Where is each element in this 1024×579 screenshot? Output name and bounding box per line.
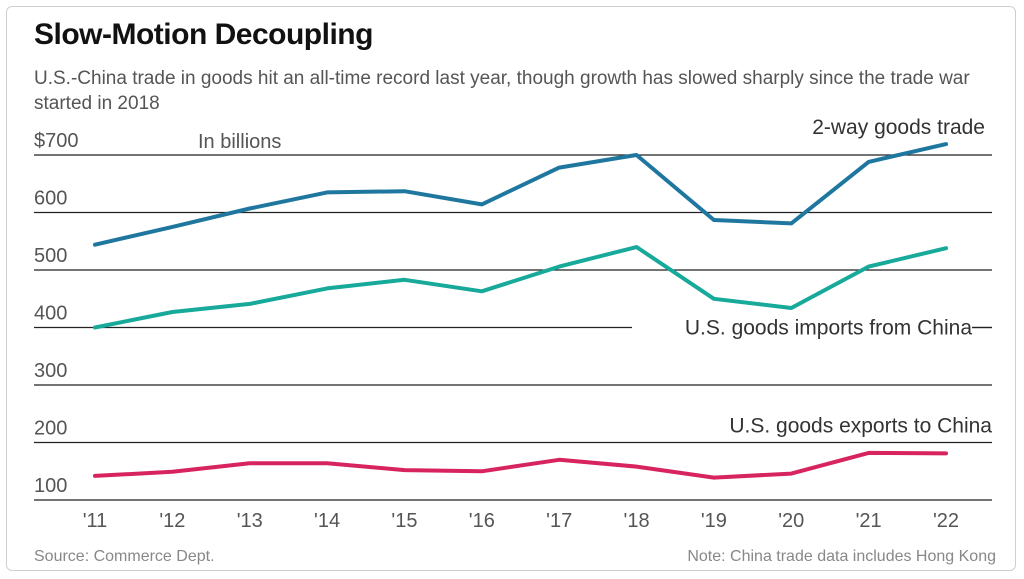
- chart-title: Slow-Motion Decoupling: [34, 18, 373, 51]
- x-tick-label: '22: [933, 510, 959, 532]
- y-axis-ticks: 100 200 300 400 500 600 $700: [34, 130, 79, 497]
- x-tick-label: '14: [314, 510, 340, 532]
- x-tick-label: '20: [778, 510, 804, 532]
- series-label-exports: U.S. goods exports to China: [729, 415, 992, 438]
- chart-subtitle: U.S.-China trade in goods hit an all-tim…: [34, 68, 970, 114]
- unit-note: In billions: [198, 131, 281, 153]
- series-labels: 2-way goods trade U.S. goods imports from…: [632, 116, 992, 438]
- gridlines: [34, 154, 992, 501]
- imports-label-bg: [632, 312, 972, 343]
- data-note: Note: China trade data includes Hong Kon…: [687, 548, 996, 565]
- x-tick-label: '13: [237, 510, 263, 532]
- x-tick-label: '16: [469, 510, 495, 532]
- source-note: Source: Commerce Dept.: [34, 548, 215, 565]
- x-tick-label: '18: [624, 510, 650, 532]
- x-tick-label: '11: [83, 510, 108, 532]
- y-tick-label: 500: [34, 245, 67, 267]
- y-tick-label: $700: [34, 130, 79, 152]
- x-tick-label: '19: [701, 510, 727, 532]
- series-lines: [93, 142, 948, 480]
- series-label-two-way-trade: 2-way goods trade: [812, 116, 985, 139]
- x-tick-label: '21: [856, 510, 882, 532]
- series-label-imports: U.S. goods imports from China: [685, 317, 972, 340]
- x-axis-ticks: '11 '12 '13 '14 '15 '16 '17 '18 '19 '20 '21 '22: [83, 510, 959, 532]
- chart-frame: [6, 6, 1016, 571]
- y-tick-label: 400: [34, 303, 67, 325]
- exports-line: [93, 450, 948, 480]
- y-tick-label: 600: [34, 188, 67, 210]
- imports-line: [93, 245, 948, 330]
- y-tick-label: 300: [34, 360, 67, 382]
- y-tick-label: 100: [34, 475, 67, 497]
- x-tick-label: '17: [546, 510, 572, 532]
- two-way-trade-line: [93, 142, 948, 247]
- x-tick-label: '15: [391, 510, 417, 532]
- x-tick-label: '12: [159, 510, 185, 532]
- y-tick-label: 200: [34, 418, 67, 440]
